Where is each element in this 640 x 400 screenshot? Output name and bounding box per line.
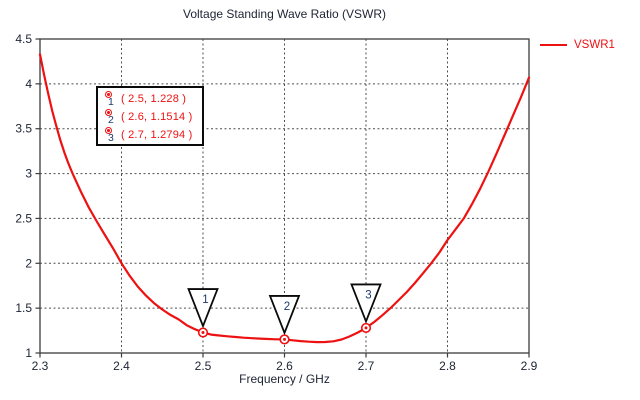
y-tick-label: 3 (25, 167, 32, 181)
curve-point-marker-dot (201, 331, 205, 335)
legend-line-swatch (540, 44, 567, 46)
marker-readout-value: ( 2.7, 1.2794 ) (121, 129, 193, 141)
x-tick-label: 2.4 (113, 359, 130, 373)
marker-2-symbol-icon: 2 (102, 108, 121, 126)
marker-readout-row: 1 ( 2.5, 1.228 ) (102, 90, 202, 108)
legend-series-label: VSWR1 (574, 39, 615, 51)
x-tick-label: 2.7 (358, 359, 375, 373)
curve-point-marker-dot (283, 337, 286, 341)
marker-number: 2 (108, 113, 114, 126)
y-tick-label: 2.5 (15, 211, 32, 225)
x-tick-label: 2.3 (32, 359, 49, 373)
marker-number: 3 (108, 131, 114, 144)
curve-point-marker-dot (364, 326, 368, 330)
marker-flag-2[interactable] (268, 295, 301, 336)
marker-flag-number: 3 (365, 289, 371, 301)
marker-readout-row: 3 ( 2.7, 1.2794 ) (102, 126, 202, 144)
x-tick-label: 2.6 (276, 359, 293, 373)
marker-3-symbol-icon: 3 (102, 126, 121, 144)
vswr-curve (38, 53, 531, 344)
y-tick-label: 2 (25, 256, 32, 270)
marker-readout-box: 1 ( 2.5, 1.228 ) 2 ( 2.6, 1.1514 ) 3 ( 2… (96, 86, 204, 146)
marker-readout-value: ( 2.5, 1.228 ) (121, 93, 187, 105)
marker-flag-number: 1 (202, 294, 208, 306)
marker-flag-3[interactable] (350, 283, 382, 324)
y-tick-label: 1.5 (15, 301, 32, 315)
marker-number: 1 (108, 95, 114, 108)
y-tick-label: 1 (25, 346, 32, 360)
circle-marker-icon (105, 109, 112, 116)
legend: VSWR1 (540, 39, 615, 51)
chart-title: Voltage Standing Wave Ratio (VSWR) (183, 7, 386, 21)
x-tick-label: 2.8 (439, 359, 456, 373)
circle-marker-icon (105, 91, 112, 98)
marker-readout-value: ( 2.6, 1.1514 ) (121, 111, 193, 123)
x-tick-label: 2.5 (195, 359, 212, 373)
y-tick-label: 4.5 (15, 32, 32, 46)
marker-readout-row: 2 ( 2.6, 1.1514 ) (102, 108, 202, 126)
circle-marker-icon (105, 127, 112, 134)
marker-flag-number: 2 (284, 301, 290, 313)
y-tick-label: 3.5 (15, 122, 32, 136)
marker-1-symbol-icon: 1 (102, 90, 121, 108)
x-axis-title: Frequency / GHz (239, 372, 330, 386)
x-tick-label: 2.9 (521, 359, 538, 373)
y-tick-label: 4 (25, 77, 32, 91)
marker-flag-1[interactable] (187, 288, 219, 329)
